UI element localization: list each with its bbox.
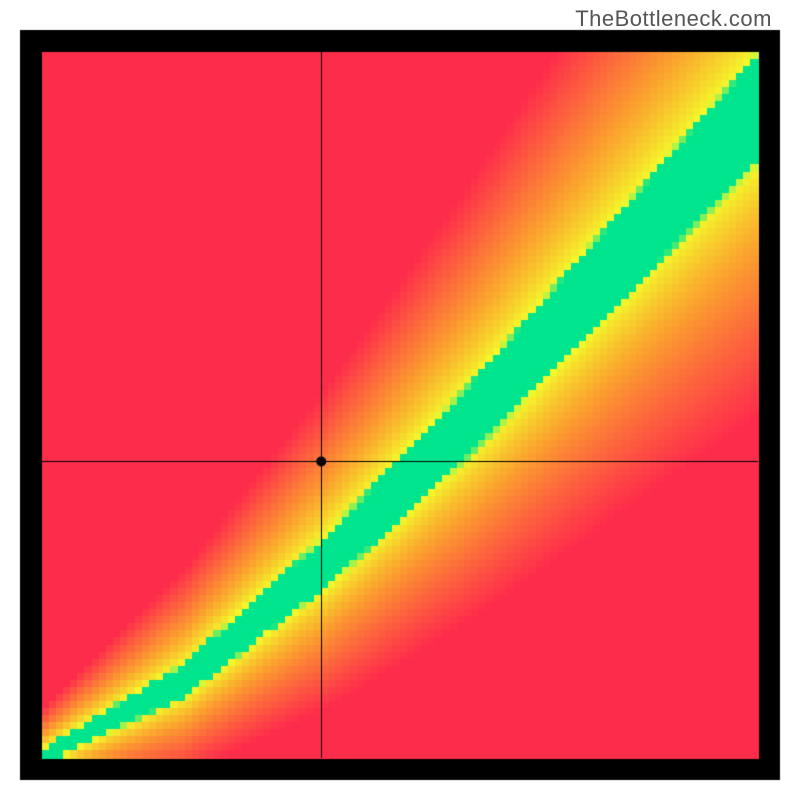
heatmap-canvas	[0, 0, 800, 800]
watermark-text: TheBottleneck.com	[575, 6, 772, 32]
